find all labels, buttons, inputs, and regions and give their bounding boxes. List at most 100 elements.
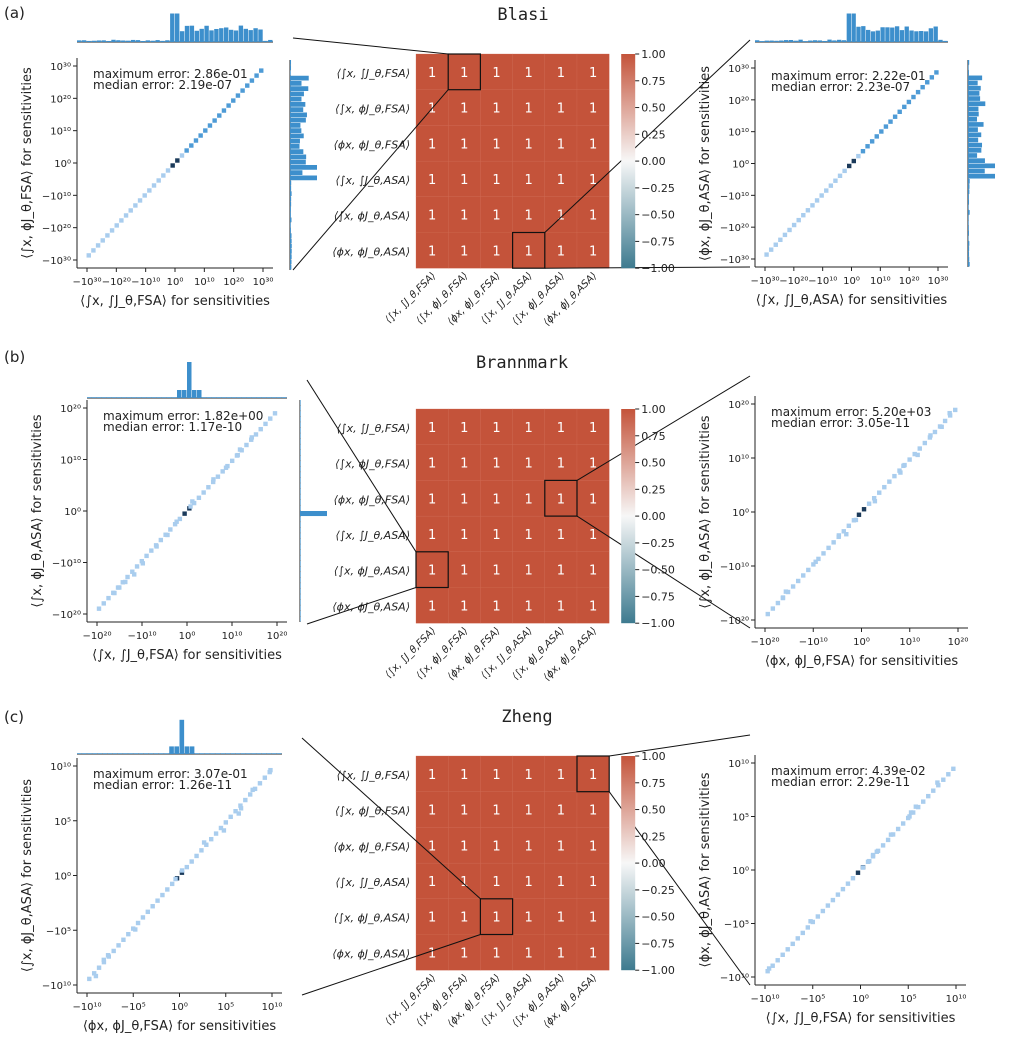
scatter-point	[95, 243, 101, 248]
colorbar-tick-label: 0.25	[641, 830, 666, 843]
heatmap-cell	[512, 160, 545, 197]
heatmap-cell-value: 1	[428, 492, 436, 507]
heatmap-row-label: ⟨ϕx, ϕJ_θ,ASA⟩	[332, 600, 410, 613]
x-tick-label: 10⁰	[171, 1002, 188, 1013]
hist-bar	[177, 390, 182, 398]
scatter-point	[203, 128, 208, 133]
scatter-point	[207, 123, 213, 128]
heatmap-cell-value: 1	[492, 492, 500, 507]
hist-bar	[233, 30, 239, 42]
hist-bar	[86, 40, 92, 42]
scatter-point	[235, 93, 241, 98]
heatmap-cell	[512, 196, 545, 233]
heatmap-cell-value: 1	[492, 244, 500, 259]
scatter-point	[773, 242, 778, 247]
hist-bar	[861, 26, 866, 42]
heatmap-row-label: ⟨ϕx, ϕJ_θ,FSA⟩	[334, 493, 410, 506]
scatter-point	[782, 232, 788, 238]
x-tick-label: 10⁵	[217, 1002, 234, 1013]
panel-2: (b) Brannmark −10²⁰ −10¹⁰ 10⁰ 10¹⁰ 10²⁰ 10²⁰ 10¹…	[4, 348, 968, 683]
scatter-point	[780, 595, 786, 601]
hist-bar	[808, 40, 813, 42]
hist-bar	[290, 238, 292, 244]
max-error-text: maximum error: 3.07e-01	[93, 767, 248, 781]
colorbar-tick-label: −1.00	[641, 617, 675, 630]
hist-bar	[290, 70, 291, 76]
x-tick-label: 10¹⁰	[946, 994, 967, 1005]
hist-bar	[290, 149, 304, 154]
scatter-point	[220, 469, 225, 474]
scatter-point	[853, 517, 859, 523]
heatmap-cell-value: 1	[525, 244, 533, 259]
hist-bar	[117, 397, 122, 398]
heatmap-cell	[448, 551, 481, 588]
connector-line	[292, 89, 449, 271]
hist-bar	[300, 511, 327, 517]
heatmap-cell	[544, 862, 578, 899]
heatmap-cell-value: 1	[589, 804, 597, 819]
scatter-point	[249, 437, 254, 442]
connector-line	[544, 266, 751, 269]
hist-bar	[160, 40, 165, 42]
hist-bar	[968, 251, 970, 257]
hist-bar	[290, 165, 317, 170]
heatmap-cell	[544, 408, 578, 445]
scatter-point	[189, 143, 194, 148]
heatmap-cell	[415, 515, 449, 552]
hist-bar	[290, 207, 291, 212]
hist-bar	[968, 194, 969, 200]
scatter-point	[801, 212, 806, 218]
heatmap-row-label: ⟨∫x, ϕJ_θ,ASA⟩	[334, 565, 410, 578]
heatmap-row-label: ⟨∫x, ∫J_θ,FSA⟩	[337, 422, 410, 435]
heatmap-cell	[480, 515, 513, 552]
x-tick-label: −10¹⁰	[808, 276, 837, 287]
scatter-point	[770, 606, 776, 611]
hist-bar	[968, 215, 969, 220]
scatter-point	[913, 804, 919, 809]
panel-label: (c)	[4, 708, 24, 726]
hist-bar	[97, 753, 103, 754]
scatter-point	[932, 429, 938, 435]
scatter-point	[215, 474, 221, 479]
hist-bar	[290, 117, 306, 123]
scatter-point	[151, 183, 157, 188]
heatmap-cell	[576, 125, 610, 162]
scatter-point	[936, 783, 941, 788]
heatmap-row-label: ⟨ϕx, ϕJ_θ,FSA⟩	[334, 138, 410, 151]
hist-bar	[300, 599, 301, 605]
scatter-point	[908, 810, 914, 815]
scatter-point	[243, 797, 248, 803]
hist-bar	[200, 753, 205, 754]
heatmap-cell-value: 1	[428, 173, 436, 188]
connector-line	[576, 515, 751, 629]
colorbar-tick-label: 0.00	[641, 155, 666, 168]
y-axis-label: ⟨ϕx, ϕJ_θ,ASA⟩ for sensitivities	[698, 66, 713, 261]
heatmap-cell-value: 1	[525, 137, 533, 152]
hist-bar	[140, 40, 146, 42]
y-tick-label: −10¹⁰	[720, 191, 749, 202]
hist-bar	[116, 40, 121, 42]
heatmap-cell	[512, 551, 545, 588]
scatter-point	[785, 947, 790, 952]
scatter-point	[921, 799, 926, 804]
hist-bar	[300, 444, 301, 450]
scatter-point	[920, 84, 925, 90]
hist-bar	[968, 235, 969, 241]
heatmap-cell	[415, 232, 449, 269]
heatmap-cell-value: 1	[525, 875, 533, 890]
hist-bar	[968, 111, 979, 117]
y-tick-label: 10²⁰	[50, 94, 71, 105]
scatter-point	[213, 831, 219, 836]
scatter-point	[212, 118, 217, 123]
scatter-point	[193, 138, 199, 143]
connector-line	[306, 587, 417, 625]
x-tick-label: 10⁰	[843, 276, 860, 287]
scatter-point	[218, 825, 224, 831]
heatmap-cell-value: 1	[428, 457, 436, 472]
scatter-point	[946, 772, 951, 777]
y-tick-label: −10³⁰	[720, 255, 749, 266]
hist-bar	[266, 753, 272, 754]
scatter-point	[240, 88, 245, 93]
scatter-point	[765, 969, 770, 974]
heatmap-cell	[415, 551, 449, 588]
